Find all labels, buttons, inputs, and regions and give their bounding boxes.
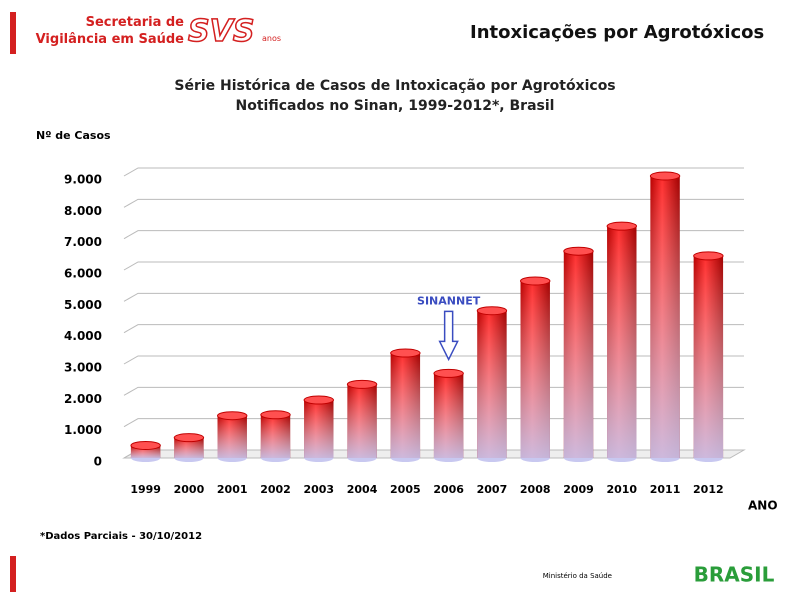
- bar-top: [346, 379, 378, 389]
- y-tick-label: 4.000: [64, 329, 102, 343]
- org-line: Secretaria de: [85, 15, 184, 30]
- bar-shade: [607, 226, 637, 458]
- footnote: *Dados Parciais - 30/10/2012: [40, 531, 202, 542]
- ministry: Ministério da Saúde: [543, 572, 612, 580]
- y-tick-label: 5.000: [64, 298, 102, 312]
- y-tick-label: 8.000: [64, 204, 102, 218]
- x-tick-label: 2006: [433, 483, 464, 496]
- bar-top: [693, 251, 724, 261]
- y-tick-label: 3.000: [64, 361, 102, 375]
- chart-title: Série Histórica de Casos de Intoxicação …: [174, 78, 616, 114]
- accent-bar: [10, 12, 16, 54]
- bar-shade: [260, 414, 291, 458]
- x-axis-label: ANO: [748, 499, 778, 513]
- accent-bar: [10, 556, 16, 592]
- x-tick-label: 2002: [260, 483, 291, 496]
- bar-top: [606, 221, 638, 231]
- bar-top: [519, 276, 551, 286]
- grid-line: [123, 167, 744, 177]
- bar-shade: [563, 251, 594, 458]
- grid-line: [123, 261, 744, 271]
- bar-shade: [347, 384, 377, 458]
- brand-logo: BRASIL: [694, 563, 775, 587]
- y-tick-label: 1.000: [64, 423, 102, 437]
- bar-top: [260, 410, 291, 420]
- bar-top: [563, 246, 594, 256]
- logo-sub: anos: [262, 34, 282, 43]
- x-tick-label: 2001: [217, 483, 248, 496]
- bar-top: [216, 411, 248, 421]
- bar-shade: [477, 310, 507, 458]
- y-tick-label: 2.000: [64, 392, 102, 406]
- bar-shade: [520, 280, 550, 458]
- grid-line: [123, 230, 744, 240]
- x-tick-label: 2008: [520, 483, 551, 496]
- x-tick-label: 2011: [650, 483, 681, 496]
- y-axis-label: Nº de Casos: [36, 129, 111, 142]
- y-tick-label: 6.000: [64, 267, 102, 281]
- y-tick-label: 0: [94, 455, 102, 469]
- bar-top: [390, 348, 421, 358]
- org-name: Secretaria de Vigilância em Saúde: [24, 14, 184, 48]
- x-tick-label: 2005: [390, 483, 421, 496]
- x-tick-label: 2010: [606, 483, 637, 496]
- bar-shade: [650, 176, 680, 458]
- x-tick-label: 1999: [130, 483, 161, 496]
- annotation: SINANNET: [417, 294, 481, 307]
- bar-top: [433, 368, 464, 378]
- y-tick-label: 7.000: [64, 235, 102, 249]
- bar-top: [649, 171, 681, 181]
- bar-shade: [174, 437, 204, 458]
- x-tick-label: 2012: [693, 483, 724, 496]
- bar-top: [476, 306, 508, 316]
- grid-line: [123, 198, 744, 208]
- bar-shade: [693, 255, 724, 458]
- annotation-arrow: [438, 310, 459, 362]
- x-tick-label: 2007: [477, 483, 508, 496]
- bar-top: [303, 395, 335, 405]
- x-tick-label: 2004: [347, 483, 378, 496]
- bar-shade: [433, 373, 464, 458]
- x-tick-label: 2003: [303, 483, 334, 496]
- logo: SVS: [187, 14, 255, 49]
- x-tick-label: 2009: [563, 483, 594, 496]
- bar-shade: [390, 353, 421, 458]
- org-line: Vigilância em Saúde: [35, 32, 184, 47]
- bar-shade: [304, 400, 334, 458]
- bar-top: [130, 440, 161, 450]
- slide-title: Intoxicações por Agrotóxicos: [470, 22, 765, 43]
- bar-top: [173, 433, 205, 443]
- x-tick-label: 2000: [174, 483, 205, 496]
- y-tick-label: 9.000: [64, 173, 102, 187]
- bar-shade: [217, 415, 247, 458]
